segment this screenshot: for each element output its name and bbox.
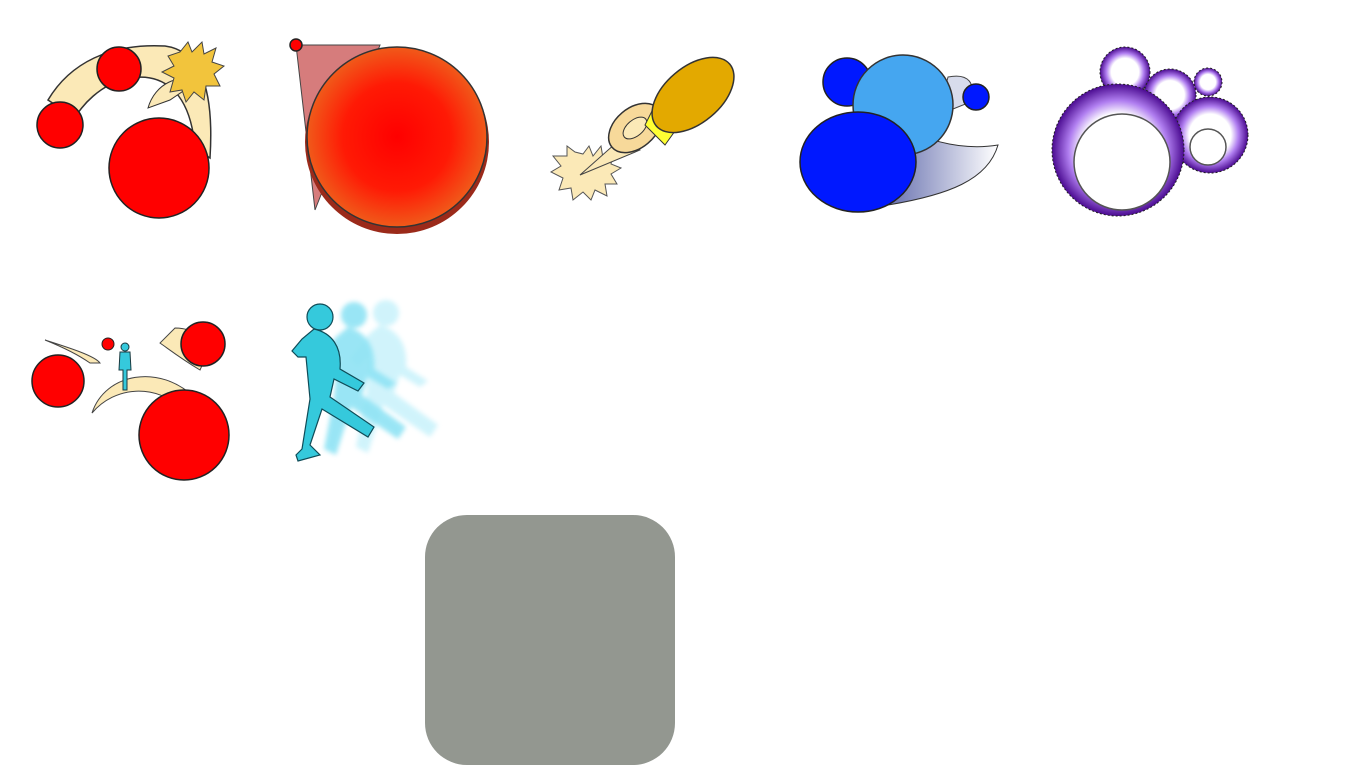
running-figure-motion-blur-icon[interactable] bbox=[288, 295, 513, 470]
balls-and-figure-icon[interactable] bbox=[30, 318, 230, 483]
gray-rounded-panel bbox=[425, 515, 675, 765]
purple-fuzzy-bubbles-icon[interactable] bbox=[1050, 46, 1255, 217]
gradient-sphere-icon[interactable] bbox=[285, 35, 495, 240]
bouncing-balls-icon[interactable] bbox=[30, 38, 226, 223]
firing-cannon-icon[interactable] bbox=[545, 50, 745, 220]
blue-spheres-motion-icon[interactable] bbox=[798, 54, 1008, 220]
